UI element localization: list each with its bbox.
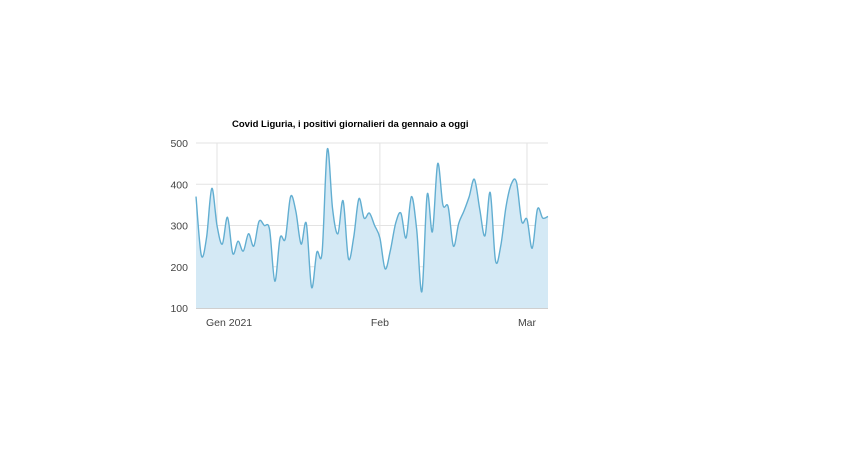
y-tick-label-400: 400 [170,179,188,191]
x-tick-label-gen-2021: Gen 2021 [206,317,252,329]
y-tick-label-200: 200 [170,262,188,274]
chart-title: Covid Liguria, i positivi giornalieri da… [232,119,469,130]
y-tick-label-300: 300 [170,221,188,233]
x-tick-label-feb: Feb [371,317,389,329]
area-fill [196,148,548,308]
series-line [195,148,549,293]
axes: 100 200 300 400 500 Gen 2021 Feb Mar [170,138,548,329]
x-tick-label-mar: Mar [518,317,537,329]
y-tick-label-500: 500 [170,138,188,150]
series-area [195,148,549,308]
y-tick-label-100: 100 [170,303,188,315]
